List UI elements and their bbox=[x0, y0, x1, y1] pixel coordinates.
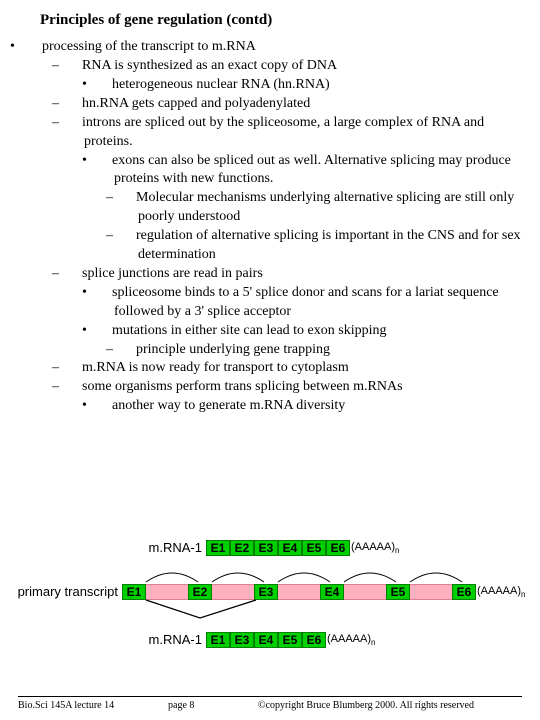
list-item: –introns are spliced out by the spliceos… bbox=[68, 114, 522, 152]
text: splice junctions are read in pairs bbox=[82, 266, 263, 281]
list-item: •mutations in either site can lead to ex… bbox=[98, 322, 522, 341]
list-item: –hn.RNA gets capped and polyadenylated bbox=[68, 95, 522, 114]
text: mutations in either site can lead to exo… bbox=[112, 323, 387, 338]
page-title: Principles of gene regulation (contd) bbox=[40, 10, 522, 30]
exon: E6 bbox=[302, 632, 326, 648]
list-item: –some organisms perform trans splicing b… bbox=[68, 378, 522, 397]
splice-arc-bottom bbox=[0, 598, 540, 622]
list-item: •processing of the transcript to m.RNA bbox=[26, 38, 522, 57]
mrna-1-alt-label: m.RNA-1 bbox=[146, 631, 206, 649]
exon: E3 bbox=[254, 540, 278, 556]
list-item: •exons can also be spliced out as well. … bbox=[98, 152, 522, 190]
text: processing of the transcript to m.RNA bbox=[42, 39, 256, 54]
page-footer: Bio.Sci 145A lecture 14 page 8 ©copyrigh… bbox=[18, 696, 522, 713]
text: m.RNA is now ready for transport to cyto… bbox=[82, 360, 349, 375]
list-item: –Molecular mechanisms underlying alterna… bbox=[122, 189, 522, 227]
exon: E2 bbox=[230, 540, 254, 556]
exon: E1 bbox=[206, 540, 230, 556]
list-item: –m.RNA is now ready for transport to cyt… bbox=[68, 359, 522, 378]
list-item: •spliceosome binds to a 5' splice donor … bbox=[98, 284, 522, 322]
exon: E6 bbox=[326, 540, 350, 556]
list-item: –splice junctions are read in pairs bbox=[68, 265, 522, 284]
text: RNA is synthesized as an exact copy of D… bbox=[82, 58, 337, 73]
text: spliceosome binds to a 5' splice donor a… bbox=[112, 285, 499, 319]
splice-arcs-top bbox=[0, 562, 540, 584]
outline-list: •processing of the transcript to m.RNA –… bbox=[18, 38, 522, 416]
text: some organisms perform trans splicing be… bbox=[82, 379, 403, 394]
mrna-1-row: m.RNA-1 E1 E2 E3 E4 E5 E6 (AAAAA)n bbox=[0, 538, 540, 558]
exon: E3 bbox=[230, 632, 254, 648]
text: another way to generate m.RNA diversity bbox=[112, 398, 345, 413]
list-item: •another way to generate m.RNA diversity bbox=[98, 397, 522, 416]
footer-left: Bio.Sci 145A lecture 14 bbox=[18, 699, 168, 713]
text: regulation of alternative splicing is im… bbox=[136, 228, 521, 262]
exon: E4 bbox=[278, 540, 302, 556]
mrna-1-alt-row: m.RNA-1 E1 E3 E4 E5 E6 (AAAAA)n bbox=[0, 630, 540, 650]
text: Molecular mechanisms underlying alternat… bbox=[136, 190, 514, 224]
text: introns are spliced out by the spliceoso… bbox=[82, 115, 484, 149]
text: hn.RNA gets capped and polyadenylated bbox=[82, 96, 310, 111]
list-item: •heterogeneous nuclear RNA (hn.RNA) bbox=[98, 76, 522, 95]
mrna-1-label: m.RNA-1 bbox=[146, 539, 206, 557]
text: heterogeneous nuclear RNA (hn.RNA) bbox=[112, 77, 330, 92]
exon: E5 bbox=[302, 540, 326, 556]
poly-a-tail: (AAAAA)n bbox=[326, 632, 375, 649]
text: exons can also be spliced out as well. A… bbox=[112, 153, 511, 187]
list-item: –RNA is synthesized as an exact copy of … bbox=[68, 57, 522, 76]
footer-right: ©copyright Bruce Blumberg 2000. All righ… bbox=[258, 699, 522, 713]
list-item: –principle underlying gene trapping bbox=[122, 341, 522, 360]
poly-a-tail: (AAAAA)n bbox=[350, 540, 399, 557]
footer-center: page 8 bbox=[168, 699, 258, 713]
text: principle underlying gene trapping bbox=[136, 342, 330, 357]
exon: E5 bbox=[278, 632, 302, 648]
list-item: –regulation of alternative splicing is i… bbox=[122, 227, 522, 265]
exon: E1 bbox=[206, 632, 230, 648]
exon: E4 bbox=[254, 632, 278, 648]
